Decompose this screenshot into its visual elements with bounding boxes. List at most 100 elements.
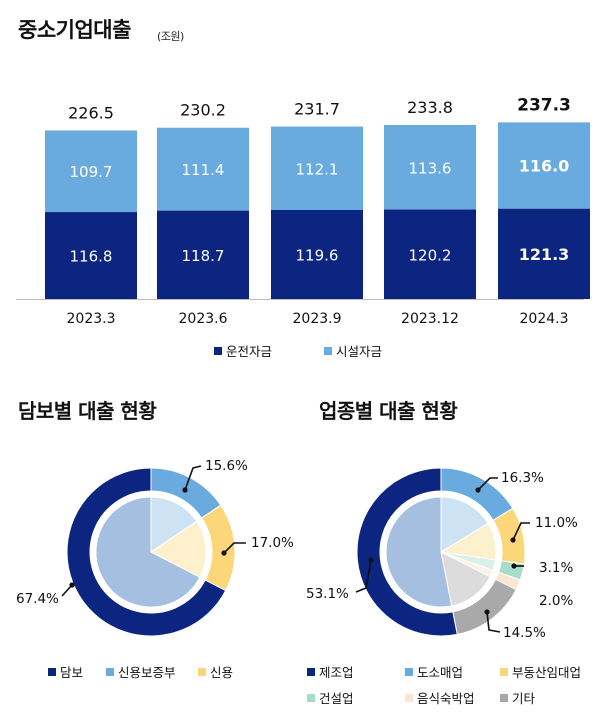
legend-label: 기타 <box>512 691 536 706</box>
x-tick-label: 2023.3 <box>67 311 116 327</box>
legend-item-1: 시설자금 <box>324 341 382 360</box>
legend-item-0: 운전자금 <box>214 341 272 360</box>
legend-swatch <box>405 667 413 676</box>
slice-value-label: 14.5% <box>503 625 546 641</box>
operating-value-label: 119.6 <box>296 246 339 264</box>
legend-label: 신용 <box>210 665 234 680</box>
leader-dot-1 <box>182 487 188 493</box>
slice-value-label: 16.3% <box>501 470 544 486</box>
facility-value-label: 109.7 <box>70 163 113 181</box>
total-value-label: 233.8 <box>407 98 453 117</box>
collateral-donut-chart: 67.4% 15.6% 17.0% <box>16 458 294 637</box>
donut-inner-slice-담보 <box>95 496 201 608</box>
donut-inner-slice-신용보증부 <box>150 496 198 553</box>
leader-dot-3 <box>511 563 517 569</box>
bar-facility-2023.9 <box>271 126 363 210</box>
slice-value-label: 15.6% <box>205 458 248 474</box>
legend-swatch <box>324 346 332 355</box>
legend-swatch <box>214 346 222 355</box>
facility-value-label: 111.4 <box>182 161 225 179</box>
legend-label: 시설자금 <box>336 344 383 359</box>
legend-swatch <box>307 667 315 676</box>
leader-line-1 <box>184 465 202 491</box>
bar-facility-2023.3 <box>45 130 137 213</box>
slice-value-label: 53.1% <box>306 586 349 602</box>
legend-item-2: 신용 <box>198 662 233 681</box>
total-value-label: 231.7 <box>294 100 340 119</box>
operating-value-label: 116.8 <box>70 248 113 266</box>
legend-swatch <box>405 693 413 702</box>
legend-label: 제조업 <box>319 665 354 680</box>
bar-operating-2023.9 <box>271 209 363 299</box>
operating-value-label: 118.7 <box>182 247 225 265</box>
bar-facility-2023.12 <box>384 124 476 210</box>
total-value-label: 230.2 <box>180 101 226 120</box>
donut-inner-slice-제조업 <box>385 496 453 608</box>
x-tick-label: 2023.9 <box>293 311 342 327</box>
leader-dot-1 <box>475 487 481 493</box>
legend-label: 신용보증부 <box>118 665 176 680</box>
legend-swatch <box>106 667 114 676</box>
bar-operating-2024.3 <box>498 208 590 299</box>
leader-dot-2 <box>510 537 516 543</box>
donut-outer-slice-제조업 <box>356 467 458 637</box>
donut-inner-slice-신용 <box>150 520 207 578</box>
facility-value-label: 112.1 <box>296 160 339 178</box>
legend-item-1: 도소매업 <box>405 662 463 681</box>
facility-value-label: 113.6 <box>409 159 452 177</box>
donut-inner-slice-도소매업 <box>440 496 489 553</box>
legend-label: 음식숙박업 <box>417 691 475 706</box>
x-tick-label: 2024.3 <box>520 311 569 327</box>
industry-chart-title: 업종별 대출 현황 <box>319 399 458 423</box>
leader-line-2 <box>223 542 246 554</box>
x-tick-label: 2023.6 <box>179 311 228 327</box>
legend-item-0: 담보 <box>48 662 83 681</box>
stacked-bar-chart: 109.7 116.8 226.5 2023.3 111.4 118.7 230.2 2023… <box>16 95 590 327</box>
slice-value-label: 11.0% <box>535 515 578 531</box>
legend-item-0: 제조업 <box>307 662 354 681</box>
leader-line-2 <box>512 522 530 541</box>
total-value-label: 237.3 <box>517 95 571 115</box>
donut-outer-slice-담보 <box>66 467 227 637</box>
donut-inner-slice-기타 <box>440 551 491 607</box>
slice-value-label: 67.4% <box>16 591 59 607</box>
legend-item-4: 음식숙박업 <box>405 688 475 707</box>
legend-item-2: 부동산임대업 <box>500 662 581 681</box>
legend-label: 운전자금 <box>226 344 273 359</box>
legend-label: 건설업 <box>319 691 354 706</box>
leader-line-5 <box>486 611 501 633</box>
legend-swatch <box>198 667 206 676</box>
bar-operating-2023.12 <box>384 209 476 299</box>
bar-operating-2023.3 <box>45 212 137 299</box>
bar-operating-2023.6 <box>157 210 249 299</box>
leader-line-0 <box>355 559 372 593</box>
total-value-label: 226.5 <box>68 103 114 122</box>
operating-value-label: 121.3 <box>519 245 570 264</box>
leader-dot-0 <box>69 582 75 588</box>
legend-label: 담보 <box>60 665 84 680</box>
legend-swatch <box>500 667 508 676</box>
legend-label: 부동산임대업 <box>512 665 582 680</box>
leader-dot-2 <box>221 550 227 556</box>
unit-label: (조원) <box>157 30 184 43</box>
leader-dot-0 <box>368 557 374 563</box>
facility-value-label: 116.0 <box>519 157 570 176</box>
x-tick-label: 2023.12 <box>401 311 459 327</box>
leader-line-1 <box>477 477 498 491</box>
legend-item-3: 건설업 <box>307 688 354 707</box>
collateral-chart-title: 담보별 대출 현황 <box>18 399 157 423</box>
bar-facility-2023.6 <box>157 127 249 211</box>
slice-value-label: 17.0% <box>251 535 294 551</box>
bar-facility-2024.3 <box>498 122 590 209</box>
legend-item-1: 신용보증부 <box>106 662 176 681</box>
legend-swatch <box>48 667 56 676</box>
slice-value-label: 3.1% <box>539 560 573 576</box>
leader-dot-5 <box>484 609 490 615</box>
legend-swatch <box>500 693 508 702</box>
legend-item-5: 기타 <box>500 688 535 707</box>
slice-value-label: 2.0% <box>539 593 573 609</box>
operating-value-label: 120.2 <box>409 246 452 264</box>
page-title: 중소기업대출 <box>18 18 131 42</box>
legend-swatch <box>307 693 315 702</box>
